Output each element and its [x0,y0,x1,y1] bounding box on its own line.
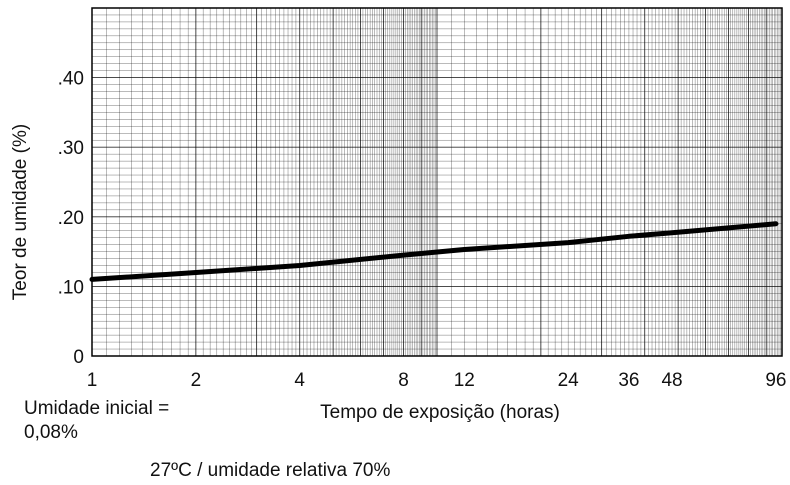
x-tick-label: 4 [294,370,305,391]
y-tick-label: .30 [58,138,84,159]
x-tick-label: 36 [618,370,639,391]
x-tick-label: 1 [87,370,98,391]
test-condition-note: 27ºC / umidade relativa 70% [150,460,391,481]
y-tick-label: .10 [58,277,84,298]
y-tick-label: .40 [58,69,84,90]
y-axis-label: Teor de umidade (%) [10,124,31,300]
x-tick-label: 24 [558,370,580,391]
y-tick-label: .20 [58,208,84,229]
x-axis-ticks: 1 2 4 8 12 24 36 48 96 [87,370,787,391]
x-tick-label: 48 [661,370,682,391]
x-tick-label: 12 [454,370,475,391]
initial-moisture-note: Umidade inicial = 0,08% [24,398,170,443]
plot-frame [91,7,783,357]
x-tick-label: 2 [191,370,202,391]
x-axis-label: Tempo de exposição (horas) [320,402,560,423]
y-tick-label: 0 [73,347,84,368]
series-layer [89,221,779,282]
grid [91,7,782,357]
y-axis-ticks: 0 .10 .20 .30 .40 [58,69,84,368]
x-tick-label: 96 [765,370,786,391]
x-tick-label: 8 [398,370,409,391]
series-line [89,221,779,282]
